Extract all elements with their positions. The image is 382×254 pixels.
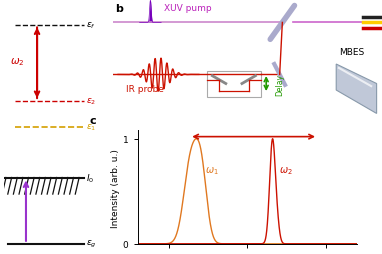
Y-axis label: Intensity (arb. u.): Intensity (arb. u.) [111,148,120,227]
Text: c: c [89,115,96,125]
Text: $\omega_2$: $\omega_2$ [10,56,24,68]
Text: b: b [115,4,123,14]
Text: $\varepsilon_f$: $\varepsilon_f$ [86,20,96,31]
Bar [207,71,261,97]
Text: $I_0$: $I_0$ [86,171,94,184]
Text: $\omega_2$: $\omega_2$ [279,165,293,177]
Text: XUV pump: XUV pump [164,4,212,13]
Text: IR probe: IR probe [126,85,164,94]
Text: $\varepsilon_2$: $\varepsilon_2$ [86,96,96,107]
Text: MBES: MBES [339,47,364,56]
Text: $\omega_1$: $\omega_1$ [205,165,219,177]
Text: $\varepsilon_g$: $\varepsilon_g$ [86,238,97,249]
Text: $\varepsilon_1$: $\varepsilon_1$ [86,122,96,132]
Polygon shape [336,65,377,114]
Text: Delay: Delay [276,73,285,95]
